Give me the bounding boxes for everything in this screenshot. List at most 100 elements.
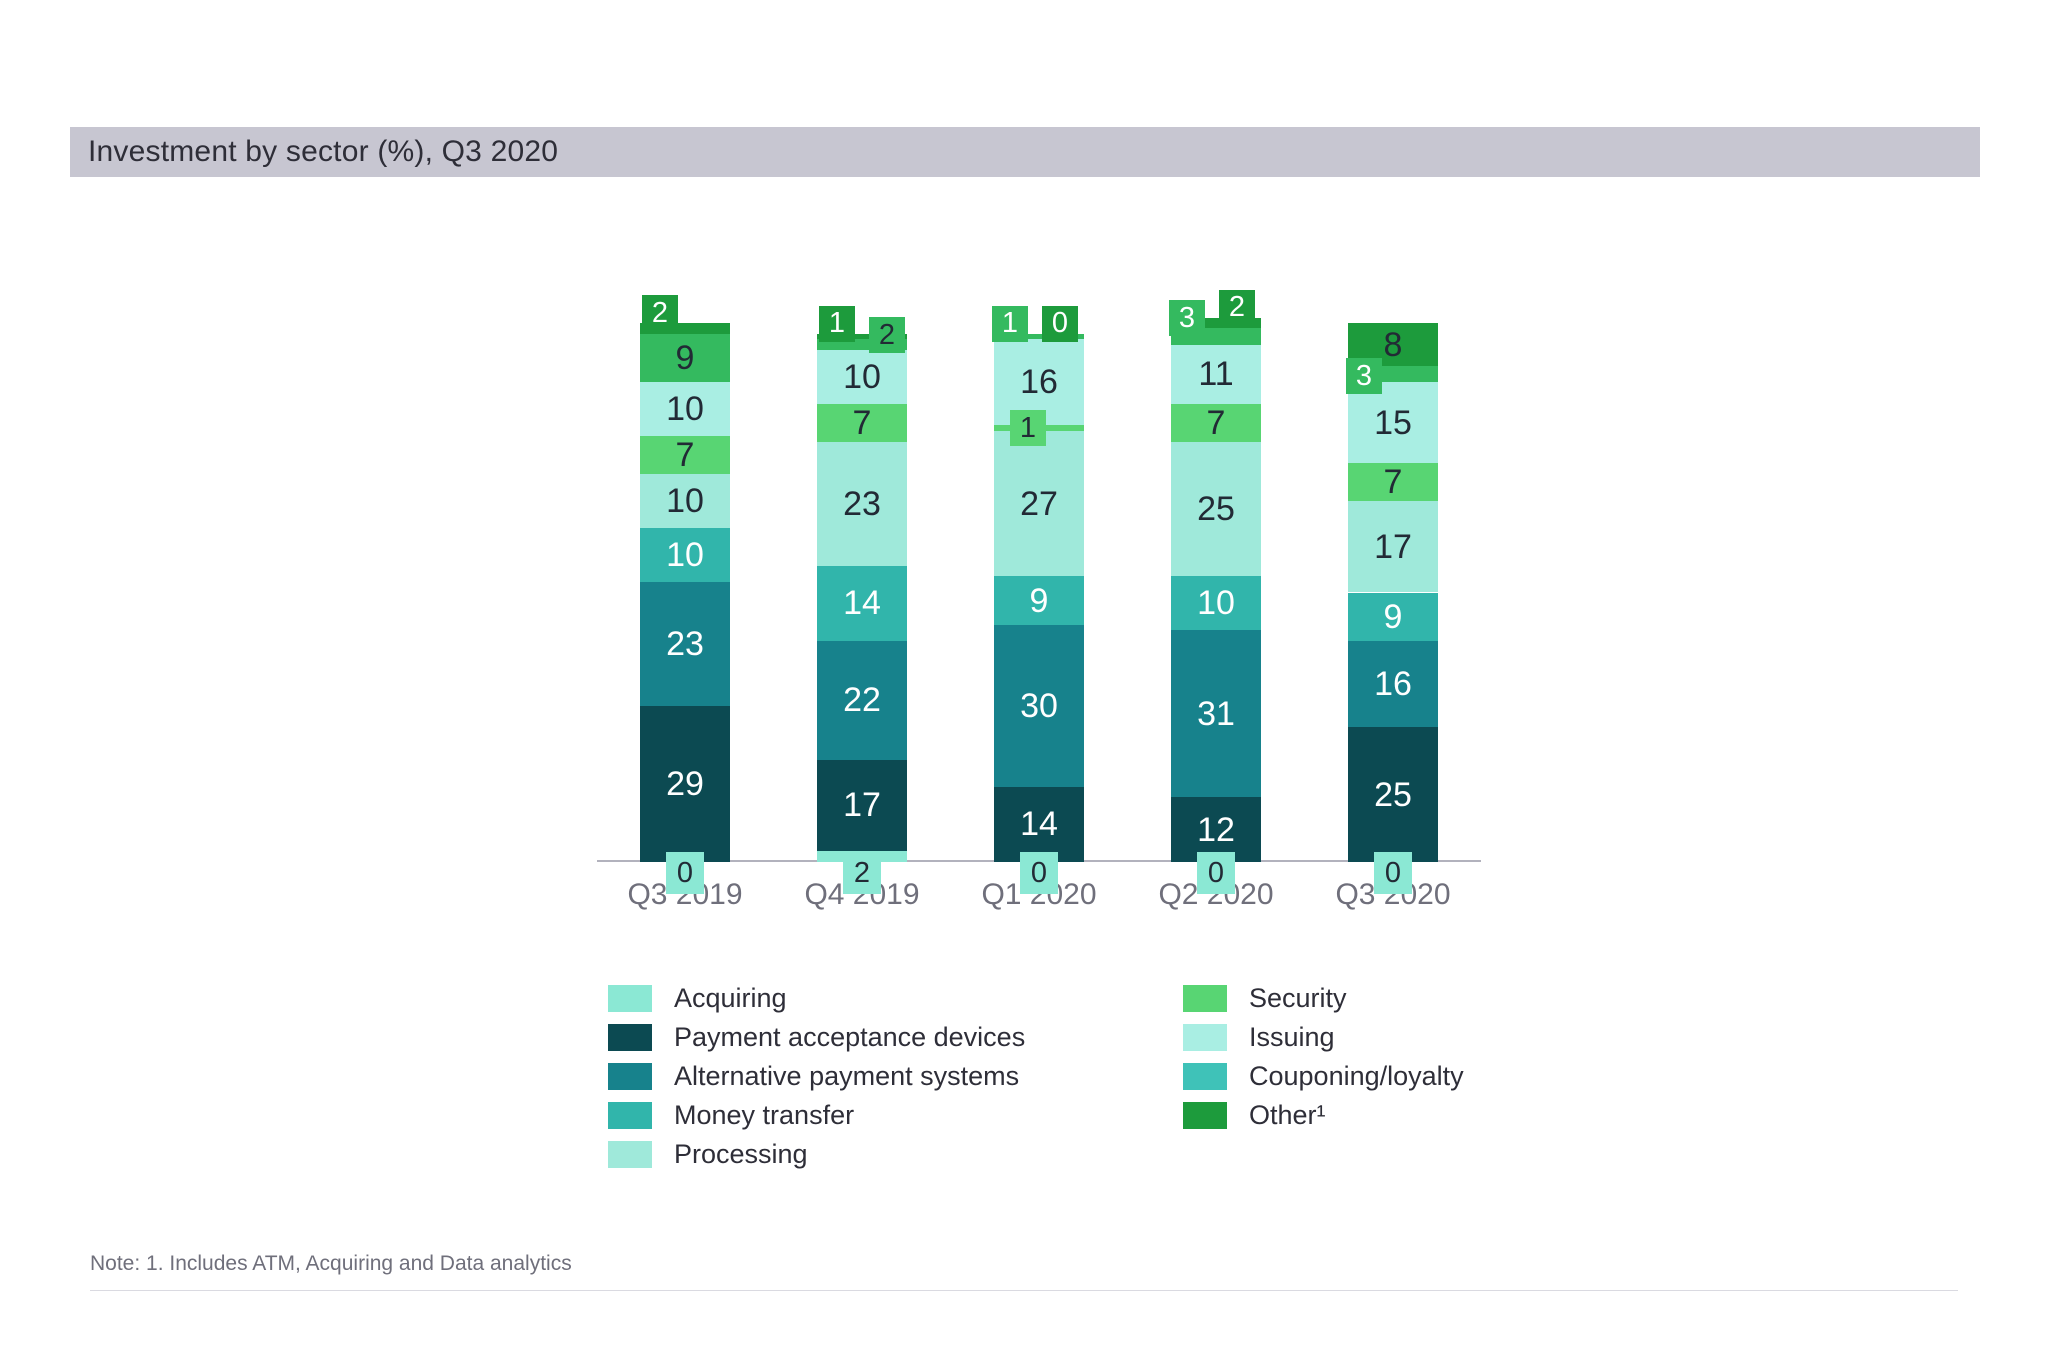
segment-alternative_payment_systems: 16 — [1348, 641, 1438, 728]
segment-alternative_payment_systems: 30 — [994, 624, 1084, 787]
segment-value-label: 30 — [1020, 686, 1058, 725]
segment-value-tab-couponing_loyalty: 3 — [1169, 300, 1205, 337]
segment-payment_acceptance_devices: 14 — [994, 786, 1084, 862]
segment-value-tab-couponing_loyalty: 2 — [869, 317, 905, 354]
segment-value-tab-couponing_loyalty: 1 — [992, 305, 1028, 342]
segment-couponing_loyalty — [994, 333, 1084, 340]
legend-item-issuing: Issuing — [1183, 1022, 1464, 1052]
segment-value-label: 9 — [675, 339, 695, 378]
segment-payment_acceptance_devices: 17 — [817, 759, 907, 852]
segment-money_transfer: 9 — [994, 576, 1084, 625]
legend-label: Alternative payment systems — [674, 1061, 1020, 1091]
segment-value-label: 7 — [1206, 403, 1226, 442]
legend-swatch — [608, 1141, 652, 1168]
legend-label: Issuing — [1249, 1022, 1335, 1052]
segment-value-tab-other: 2 — [1219, 289, 1255, 326]
segment-value-label: 25 — [1374, 775, 1412, 814]
segment-value-label: 11 — [1198, 355, 1234, 394]
segment-payment_acceptance_devices: 25 — [1348, 727, 1438, 862]
legend-item-couponing_loyalty: Couponing/loyalty — [1183, 1061, 1464, 1091]
segment-value-label: 17 — [1374, 527, 1412, 566]
legend-item-acquiring: Acquiring — [608, 983, 1025, 1013]
legend-swatch — [1183, 1102, 1227, 1129]
segment-value-label: 16 — [1020, 363, 1058, 402]
segment-money_transfer: 14 — [817, 565, 907, 641]
segment-issuing: 11 — [1171, 344, 1261, 404]
segment-value-tab-acquiring: 0 — [1020, 852, 1058, 894]
segment-value-label: 23 — [843, 484, 881, 523]
segment-value-label: 12 — [1197, 810, 1235, 849]
segment-value-label: 14 — [1020, 805, 1058, 844]
segment-security: 7 — [1171, 403, 1261, 442]
segment-value-label: 10 — [843, 357, 881, 396]
segment-value-label: 10 — [666, 390, 704, 429]
segment-issuing: 10 — [640, 382, 730, 437]
segment-payment_acceptance_devices: 12 — [1171, 797, 1261, 862]
segment-value-label: 10 — [666, 535, 704, 574]
segment-couponing_loyalty — [817, 339, 907, 350]
legend-item-other: Other¹ — [1183, 1100, 1464, 1130]
segment-value-label: 7 — [1383, 462, 1403, 501]
segment-value-label: 7 — [675, 436, 695, 475]
segment-couponing_loyalty: 9 — [640, 333, 730, 383]
legend-label: Processing — [674, 1139, 808, 1169]
segment-money_transfer: 9 — [1348, 592, 1438, 641]
segment-value-label: 31 — [1197, 694, 1235, 733]
legend-right-column: Security Issuing Couponing/loyalty Other¹ — [1183, 983, 1464, 1141]
legend-swatch — [608, 985, 652, 1012]
legend-label: Payment acceptance devices — [674, 1022, 1026, 1052]
segment-security: 7 — [817, 403, 907, 442]
segment-value-tab-other: 1 — [819, 305, 855, 342]
segment-value-label: 14 — [843, 584, 881, 623]
segment-value-tab-acquiring: 0 — [666, 852, 704, 894]
segment-issuing: 10 — [817, 349, 907, 404]
segment-value-label: 15 — [1374, 403, 1412, 442]
segment-other — [640, 323, 730, 334]
segment-value-label: 8 — [1383, 325, 1403, 364]
legend-swatch — [608, 1063, 652, 1090]
segment-processing: 17 — [1348, 500, 1438, 593]
legend-item-security: Security — [1183, 983, 1464, 1013]
segment-value-tab-couponing_loyalty: 3 — [1346, 358, 1382, 395]
legend-label: Security — [1249, 983, 1347, 1013]
legend-left-column: Acquiring Payment acceptance devices Alter… — [608, 983, 1026, 1180]
segment-security: 7 — [640, 436, 730, 474]
legend-item-payment_acceptance_devices: Payment acceptance devices — [608, 1022, 1026, 1052]
segment-money_transfer: 10 — [1171, 576, 1261, 631]
segment-security: 7 — [1348, 463, 1438, 501]
segment-other — [1171, 317, 1261, 329]
legend-item-processing: Processing — [608, 1139, 1025, 1169]
legend-swatch — [1183, 1063, 1227, 1090]
segment-value-label: 9 — [1029, 581, 1049, 620]
segment-value-label: 10 — [1197, 584, 1235, 623]
segment-value-label: 7 — [852, 403, 872, 442]
segment-value-label: 29 — [666, 764, 704, 803]
segment-value-tab-acquiring: 2 — [843, 852, 881, 894]
segment-value-label: 10 — [666, 481, 704, 520]
legend-swatch — [608, 1024, 652, 1051]
segment-value-tab-other: 2 — [642, 295, 678, 331]
segment-processing: 23 — [817, 441, 907, 566]
segment-value-tab-security: 1 — [1010, 410, 1046, 447]
segment-issuing: 15 — [1348, 382, 1438, 464]
segment-value-tab-other: 0 — [1042, 305, 1078, 342]
footnote: Note: 1. Includes ATM, Acquiring and Dat… — [90, 1252, 572, 1275]
segment-value-label: 27 — [1020, 484, 1058, 523]
legend-label: Other¹ — [1249, 1100, 1326, 1130]
legend-swatch — [1183, 1024, 1227, 1051]
segment-other — [817, 333, 907, 340]
legend-swatch — [1183, 985, 1227, 1012]
legend-swatch — [608, 1102, 652, 1129]
segment-processing: 25 — [1171, 441, 1261, 577]
segment-value-label: 23 — [666, 624, 704, 663]
segment-value-tab-acquiring: 0 — [1197, 852, 1235, 894]
segment-alternative_payment_systems: 22 — [817, 641, 907, 760]
legend-item-alternative_payment_systems: Alternative payment systems — [608, 1061, 1025, 1091]
bottom-rule — [90, 1290, 1958, 1291]
segment-value-label: 16 — [1374, 665, 1412, 704]
chart-title-bar: Investment by sector (%), Q3 2020 — [70, 127, 1980, 177]
legend-label: Couponing/loyalty — [1249, 1061, 1464, 1091]
legend-item-money_transfer: Money transfer — [608, 1100, 1025, 1130]
